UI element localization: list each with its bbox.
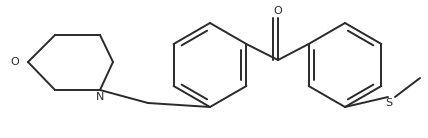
Text: S: S — [386, 99, 392, 108]
Text: O: O — [11, 57, 19, 67]
Text: N: N — [96, 92, 104, 102]
Text: O: O — [273, 6, 282, 16]
